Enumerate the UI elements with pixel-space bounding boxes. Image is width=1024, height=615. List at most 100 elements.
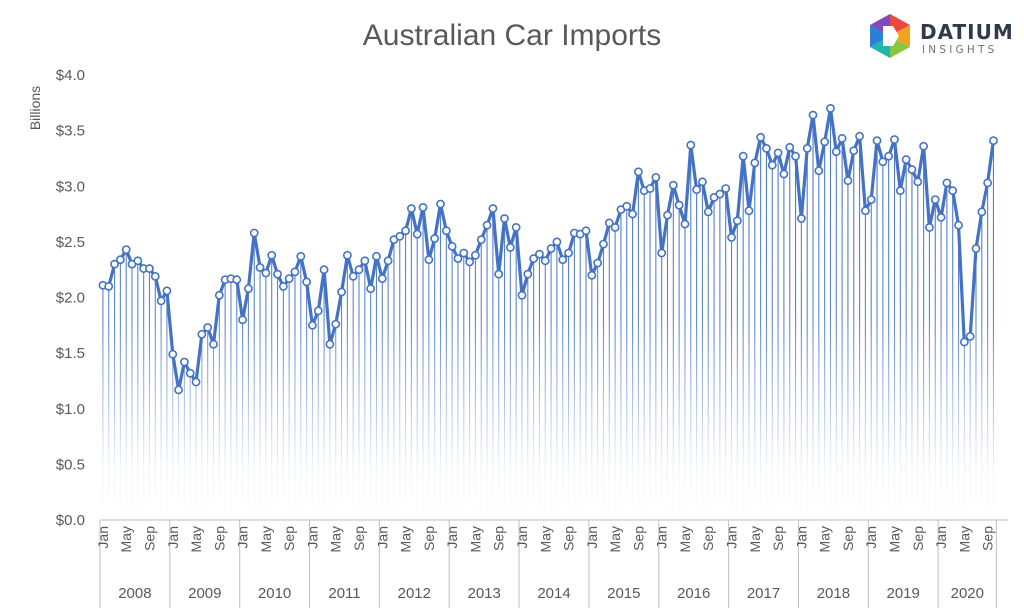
data-point [959, 337, 969, 347]
y-tick-label: $1.0 [56, 401, 85, 418]
x-year-label: 2016 [677, 585, 710, 602]
data-point [465, 257, 475, 267]
data-point [441, 226, 451, 236]
data-point [517, 290, 527, 300]
data-point [564, 248, 573, 258]
data-point [337, 287, 346, 297]
data-point [663, 210, 672, 220]
y-axis-ticks: $0.0 $0.5 $1.0 $1.5 $2.0 $2.5 $3.0 $3.5 $4.0 [56, 67, 85, 529]
data-point [418, 202, 428, 212]
x-tick-month-label: Jan [95, 526, 111, 549]
x-tick-month-label: Jan [374, 526, 390, 549]
data-point [820, 137, 830, 147]
data-point [587, 270, 597, 280]
y-axis-label: Billions [27, 86, 43, 130]
drop-lines [102, 108, 994, 520]
data-point [890, 135, 899, 144]
x-tick-month-label: May [537, 526, 553, 552]
data-point [244, 284, 253, 293]
data-point [750, 158, 760, 168]
data-point [162, 286, 172, 296]
series-markers [98, 103, 998, 395]
x-tick-month-label: May [817, 526, 833, 552]
x-tick-month-label: Jan [793, 526, 809, 549]
data-point [191, 377, 201, 387]
x-tick-month-label: Jan [235, 526, 251, 549]
x-axis: Jan May Sep 2008 Jan May Sep 2009 Jan May Sep 2010 J… [95, 519, 1008, 608]
x-year-label: 2008 [118, 585, 151, 602]
x-year-label: 2019 [887, 585, 920, 602]
data-point [942, 178, 952, 188]
data-point [540, 256, 550, 266]
data-point [325, 339, 335, 349]
data-point [203, 323, 213, 332]
data-point [179, 357, 189, 367]
data-point [406, 204, 416, 213]
data-point [145, 264, 154, 273]
data-point [308, 320, 317, 330]
data-point [156, 296, 166, 306]
x-tick-month-label: Jan [584, 526, 600, 549]
data-point [977, 207, 987, 217]
x-tick-month-label: Sep [211, 526, 227, 551]
data-point [150, 271, 160, 281]
x-tick-month-label: Sep [491, 526, 507, 551]
x-year-label: 2012 [398, 585, 431, 602]
x-tick-month-label: Sep [980, 526, 996, 551]
data-point [511, 223, 521, 232]
data-point [401, 226, 410, 236]
data-point [907, 165, 917, 174]
data-point [383, 256, 393, 266]
data-point [121, 245, 131, 255]
data-point [267, 250, 277, 260]
data-point [686, 140, 696, 150]
data-point [715, 189, 725, 199]
data-point [593, 258, 603, 268]
data-point [849, 146, 859, 156]
x-tick-month-label: Jan [863, 526, 879, 549]
data-point [319, 265, 329, 275]
data-point [779, 169, 789, 179]
data-point [843, 176, 853, 186]
data-point [471, 250, 480, 260]
data-point [529, 254, 539, 263]
data-point [500, 214, 509, 223]
data-point [860, 206, 870, 216]
data-point [313, 306, 323, 316]
x-tick-month-label: May [747, 526, 763, 552]
data-point [523, 269, 533, 279]
x-tick-month-label: Sep [561, 526, 577, 551]
data-point [535, 249, 544, 259]
data-point [837, 134, 847, 143]
data-point [546, 244, 556, 253]
x-tick-month-label: Jan [165, 526, 181, 549]
x-tick-month-label: May [607, 526, 623, 552]
data-point [284, 274, 294, 283]
data-point [983, 178, 993, 188]
data-point [919, 141, 929, 151]
data-point [104, 281, 114, 291]
data-point [692, 185, 702, 194]
data-point [703, 207, 713, 217]
data-point [732, 216, 742, 226]
x-year-label: 2018 [817, 585, 850, 602]
x-tick-month-label: May [956, 526, 972, 552]
x-year-label: 2014 [537, 585, 570, 602]
data-point [360, 256, 370, 266]
data-point [721, 184, 731, 193]
data-point [110, 259, 119, 269]
data-point [738, 151, 748, 161]
data-point [261, 268, 271, 278]
x-tick-month-label: May [398, 526, 414, 552]
data-point [872, 136, 882, 146]
x-tick-month-label: Sep [770, 526, 786, 551]
x-tick-month-label: Sep [281, 526, 297, 551]
y-tick-label: $1.5 [56, 345, 85, 362]
data-point [372, 251, 381, 261]
data-point [802, 144, 812, 153]
x-tick-month-label: Sep [142, 526, 158, 551]
data-point [238, 315, 248, 325]
data-point [645, 184, 655, 193]
x-tick-month-label: Sep [421, 526, 437, 551]
data-point [342, 250, 352, 260]
